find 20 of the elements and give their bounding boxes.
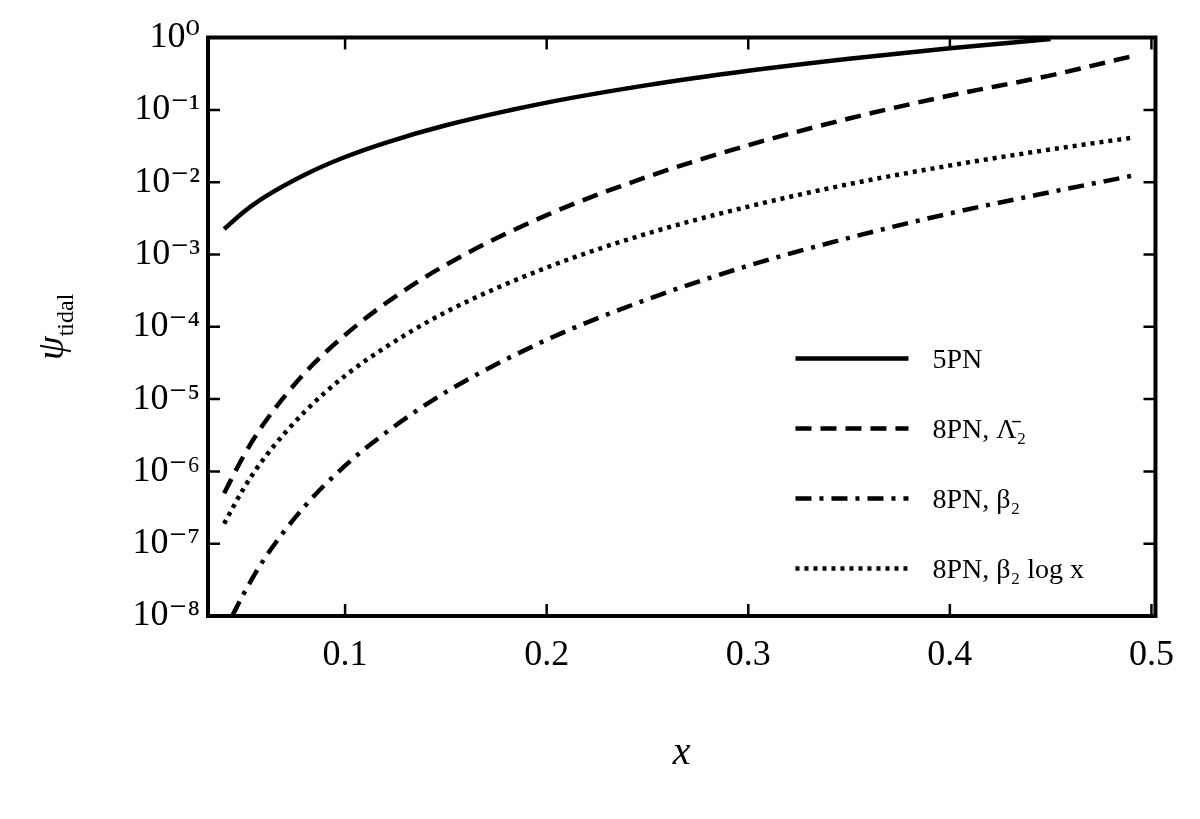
legend-label: 8PN, Λ̄₂ bbox=[932, 412, 1027, 444]
legend-label: 8PN, β₂ log x bbox=[932, 552, 1085, 584]
y-tick-label: 10⁻⁴ bbox=[132, 304, 200, 345]
legend-label: 5PN bbox=[932, 342, 983, 374]
x-tick-label: 0.5 bbox=[1128, 633, 1174, 674]
x-axis-title: x bbox=[671, 727, 691, 773]
legend-label: 8PN, β₂ bbox=[932, 482, 1021, 514]
y-tick-label: 10⁻⁶ bbox=[132, 448, 200, 489]
y-tick-label: 10⁻³ bbox=[134, 231, 201, 272]
x-tick-label: 0.3 bbox=[725, 633, 771, 674]
x-tick-label: 0.2 bbox=[524, 633, 570, 674]
x-tick-label: 0.1 bbox=[322, 633, 368, 674]
y-tick-label: 10⁻⁵ bbox=[132, 376, 200, 417]
y-tick-label: 10⁻¹ bbox=[134, 87, 200, 128]
y-axis-title: ψtidal bbox=[29, 293, 78, 360]
y-tick-label: 10⁻² bbox=[134, 159, 200, 200]
y-tick-label: 10⁻⁷ bbox=[132, 521, 200, 562]
x-tick-label: 0.4 bbox=[927, 633, 973, 674]
y-tick-label: 10⁻⁸ bbox=[132, 593, 200, 634]
y-tick-label: 10⁰ bbox=[149, 15, 200, 56]
